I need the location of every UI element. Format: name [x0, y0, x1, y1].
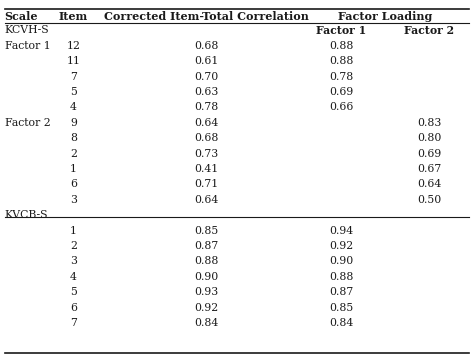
Text: Factor 2: Factor 2	[5, 118, 51, 128]
Text: 3: 3	[70, 195, 77, 205]
Text: KVCB-S: KVCB-S	[5, 210, 48, 220]
Text: 7: 7	[70, 318, 77, 328]
Text: 0.78: 0.78	[329, 72, 354, 82]
Text: Factor 1: Factor 1	[5, 41, 51, 51]
Text: Corrected Item-Total Correlation: Corrected Item-Total Correlation	[104, 11, 309, 21]
Text: 0.69: 0.69	[329, 87, 354, 97]
Text: 0.90: 0.90	[194, 272, 219, 282]
Text: 0.66: 0.66	[329, 102, 354, 112]
Text: 0.85: 0.85	[329, 303, 354, 313]
Text: 0.92: 0.92	[329, 241, 354, 251]
Text: Item: Item	[59, 11, 88, 21]
Text: 12: 12	[66, 41, 81, 51]
Text: 11: 11	[66, 56, 81, 66]
Text: 6: 6	[70, 179, 77, 189]
Text: 4: 4	[70, 102, 77, 112]
Text: 6: 6	[70, 303, 77, 313]
Text: 0.70: 0.70	[194, 72, 219, 82]
Text: 8: 8	[70, 133, 77, 143]
Text: 0.50: 0.50	[417, 195, 441, 205]
Text: 0.67: 0.67	[417, 164, 441, 174]
Text: 0.94: 0.94	[329, 226, 353, 236]
Text: 0.41: 0.41	[194, 164, 219, 174]
Text: 0.61: 0.61	[194, 56, 219, 66]
Text: 0.68: 0.68	[194, 133, 219, 143]
Text: 0.84: 0.84	[194, 318, 219, 328]
Text: 0.88: 0.88	[329, 272, 354, 282]
Text: 0.92: 0.92	[194, 303, 219, 313]
Text: 1: 1	[70, 164, 77, 174]
Text: 0.64: 0.64	[194, 195, 219, 205]
Text: 0.93: 0.93	[194, 287, 219, 297]
Text: 1: 1	[70, 226, 77, 236]
Text: 0.90: 0.90	[329, 256, 354, 266]
Text: 0.84: 0.84	[329, 318, 354, 328]
Text: 0.69: 0.69	[417, 149, 441, 159]
Text: 0.63: 0.63	[194, 87, 219, 97]
Text: 2: 2	[70, 149, 77, 159]
Text: 4: 4	[70, 272, 77, 282]
Text: 0.87: 0.87	[194, 241, 219, 251]
Text: Factor 2: Factor 2	[404, 25, 454, 36]
Text: 0.64: 0.64	[417, 179, 441, 189]
Text: 0.87: 0.87	[329, 287, 354, 297]
Text: 0.80: 0.80	[417, 133, 441, 143]
Text: 0.88: 0.88	[194, 256, 219, 266]
Text: Factor 1: Factor 1	[316, 25, 366, 36]
Text: 0.83: 0.83	[417, 118, 441, 128]
Text: 5: 5	[70, 287, 77, 297]
Text: 0.73: 0.73	[194, 149, 219, 159]
Text: 7: 7	[70, 72, 77, 82]
Text: 0.88: 0.88	[329, 41, 354, 51]
Text: KCVH-S: KCVH-S	[5, 25, 49, 35]
Text: 2: 2	[70, 241, 77, 251]
Text: Factor Loading: Factor Loading	[338, 11, 432, 21]
Text: 0.78: 0.78	[194, 102, 219, 112]
Text: 0.88: 0.88	[329, 56, 354, 66]
Text: Scale: Scale	[5, 11, 38, 21]
Text: 0.71: 0.71	[194, 179, 219, 189]
Text: 0.85: 0.85	[194, 226, 219, 236]
Text: 9: 9	[70, 118, 77, 128]
Text: 0.68: 0.68	[194, 41, 219, 51]
Text: 3: 3	[70, 256, 77, 266]
Text: 5: 5	[70, 87, 77, 97]
Text: 0.64: 0.64	[194, 118, 219, 128]
